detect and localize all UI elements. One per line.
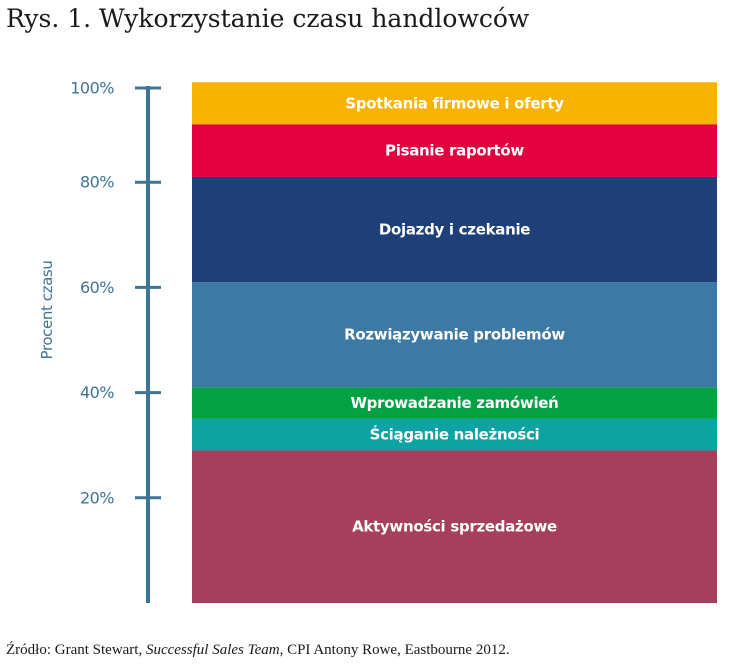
- segment-label-wprowadzanie-zamowien: Wprowadzanie zamówień: [350, 394, 558, 412]
- segment-label-sciaganie-naleznosci: Ściąganie należności: [370, 425, 540, 444]
- segment-label-dojazdy-i-czekanie: Dojazdy i czekanie: [379, 221, 530, 239]
- segment-label-aktywnosci-sprzedazowe: Aktywności sprzedażowe: [352, 518, 557, 536]
- segment-label-rozwiazywanie-problemow: Rozwiązywanie problemów: [344, 326, 565, 344]
- source-suffix: , CPI Antony Rowe, Eastbourne 2012.: [279, 642, 510, 658]
- bar-segment-spotkania-firmowe-i-oferty: [192, 82, 717, 125]
- source-prefix: Źródło: Grant Stewart,: [6, 642, 146, 658]
- bar-segment-dojazdy-i-czekanie: [192, 176, 717, 283]
- source-note: Źródło: Grant Stewart, Successful Sales …: [6, 642, 510, 659]
- chart-title: Rys. 1. Wykorzystanie czasu handlowców: [6, 4, 530, 33]
- bar-segment-sciaganie-naleznosci: [192, 418, 717, 451]
- y-axis-label: Procent czasu: [38, 261, 56, 360]
- y-tick-label: 100%: [70, 79, 114, 98]
- bar-segment-rozwiazywanie-problemow: [192, 282, 717, 388]
- y-axis: 20% 40% 60% 80% 100%: [70, 79, 161, 603]
- bar-segment-aktywnosci-sprzedazowe: [192, 450, 717, 603]
- y-tick-label: 20%: [80, 488, 114, 507]
- segment-label-spotkania-firmowe-i-oferty: Spotkania firmowe i oferty: [345, 94, 564, 112]
- y-tick-label: 40%: [80, 383, 114, 402]
- source-book-title: Successful Sales Team: [145, 642, 280, 658]
- bar-segment-wprowadzanie-zamowien: [192, 387, 717, 419]
- segment-label-pisanie-raportow: Pisanie raportów: [385, 142, 524, 160]
- y-tick-label: 80%: [80, 173, 114, 192]
- stacked-bar: Aktywności sprzedażowe Ściąganie należnoś…: [192, 82, 717, 603]
- bar-segment-pisanie-raportow: [192, 124, 717, 177]
- y-tick-label: 60%: [80, 278, 114, 297]
